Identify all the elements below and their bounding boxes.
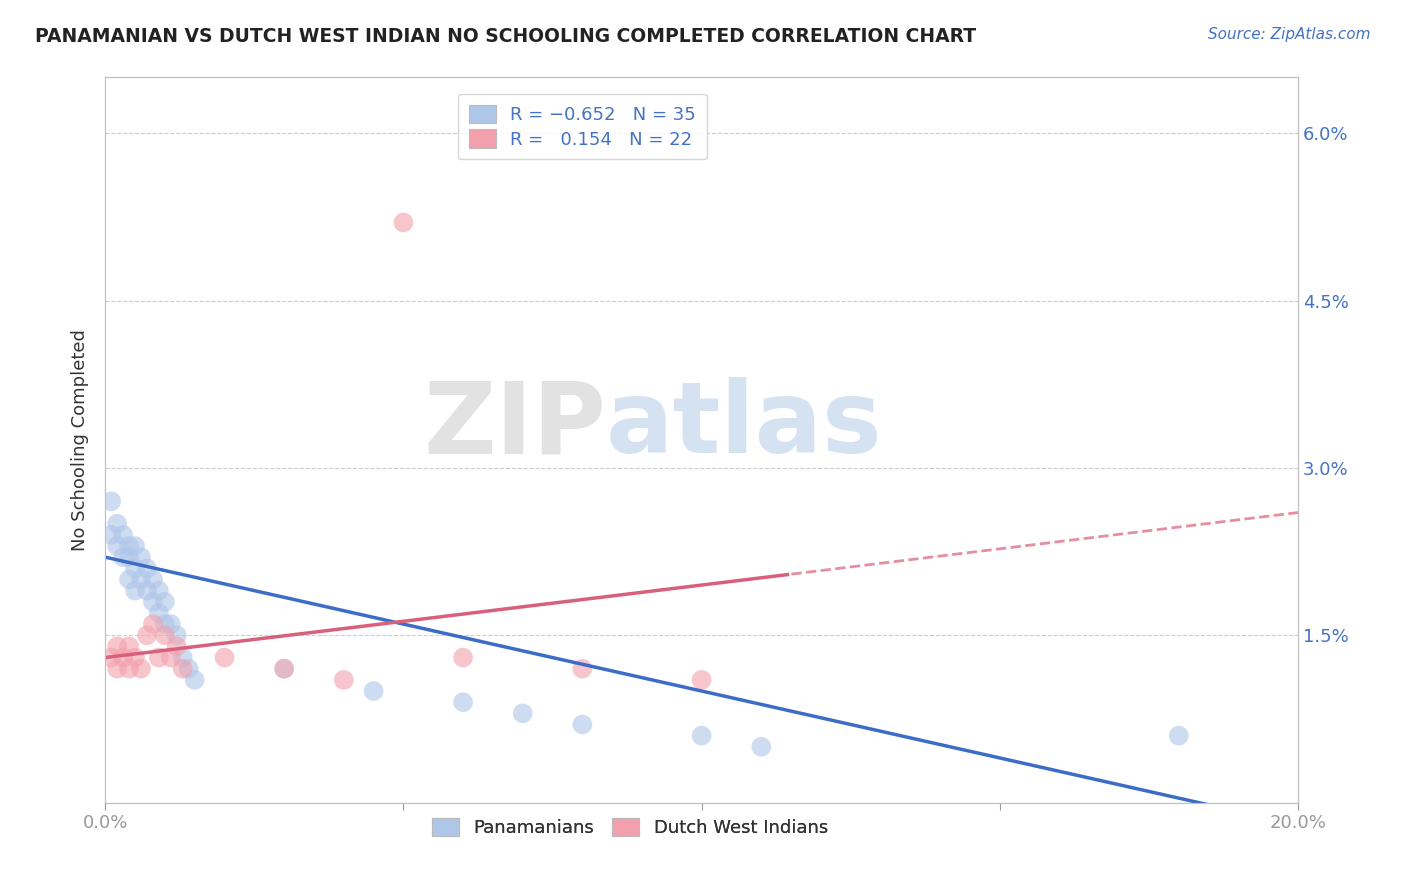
Point — [105, 539, 128, 553]
Text: ZIP: ZIP — [423, 377, 606, 474]
Point — [112, 528, 135, 542]
Point — [118, 550, 141, 565]
Point — [273, 662, 295, 676]
Point — [172, 662, 194, 676]
Point — [124, 561, 146, 575]
Point — [118, 573, 141, 587]
Point — [100, 494, 122, 508]
Text: atlas: atlas — [606, 377, 883, 474]
Point — [166, 628, 188, 642]
Point — [136, 561, 159, 575]
Point — [105, 662, 128, 676]
Point — [512, 706, 534, 721]
Point — [100, 650, 122, 665]
Point — [273, 662, 295, 676]
Point — [571, 717, 593, 731]
Point — [100, 528, 122, 542]
Point — [129, 573, 152, 587]
Point — [148, 650, 170, 665]
Point — [105, 640, 128, 654]
Point — [363, 684, 385, 698]
Y-axis label: No Schooling Completed: No Schooling Completed — [72, 329, 89, 551]
Point — [148, 583, 170, 598]
Point — [571, 662, 593, 676]
Point — [112, 550, 135, 565]
Point — [118, 662, 141, 676]
Text: PANAMANIAN VS DUTCH WEST INDIAN NO SCHOOLING COMPLETED CORRELATION CHART: PANAMANIAN VS DUTCH WEST INDIAN NO SCHOO… — [35, 27, 976, 45]
Point — [153, 628, 176, 642]
Point — [124, 650, 146, 665]
Point — [159, 617, 181, 632]
Point — [451, 695, 474, 709]
Legend: Panamanians, Dutch West Indians: Panamanians, Dutch West Indians — [425, 811, 835, 845]
Point — [166, 640, 188, 654]
Point — [142, 595, 165, 609]
Point — [172, 650, 194, 665]
Point — [118, 539, 141, 553]
Point — [159, 650, 181, 665]
Point — [177, 662, 200, 676]
Point — [333, 673, 356, 687]
Point — [136, 583, 159, 598]
Point — [451, 650, 474, 665]
Point — [153, 617, 176, 632]
Point — [129, 550, 152, 565]
Point — [124, 583, 146, 598]
Point — [690, 673, 713, 687]
Point — [118, 640, 141, 654]
Point — [690, 729, 713, 743]
Point — [129, 662, 152, 676]
Point — [1167, 729, 1189, 743]
Point — [392, 215, 415, 229]
Text: Source: ZipAtlas.com: Source: ZipAtlas.com — [1208, 27, 1371, 42]
Point — [749, 739, 772, 754]
Point — [124, 539, 146, 553]
Point — [105, 516, 128, 531]
Point — [153, 595, 176, 609]
Point — [214, 650, 236, 665]
Point — [136, 628, 159, 642]
Point — [148, 606, 170, 620]
Point — [142, 617, 165, 632]
Point — [142, 573, 165, 587]
Point — [183, 673, 205, 687]
Point — [112, 650, 135, 665]
